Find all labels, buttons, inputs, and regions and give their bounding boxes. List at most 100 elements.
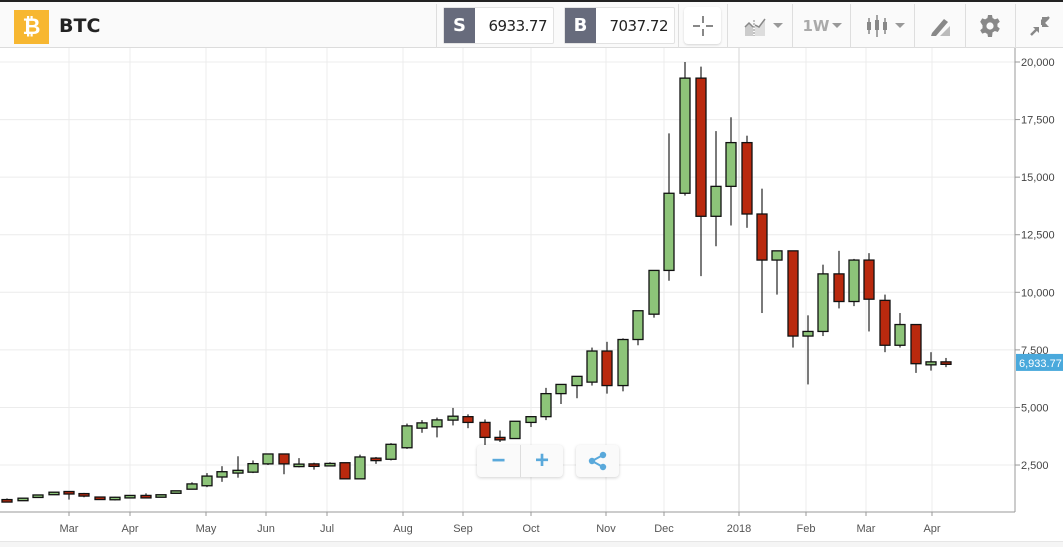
zoom-out-button[interactable]: − bbox=[491, 447, 506, 474]
candle[interactable] bbox=[879, 294, 891, 353]
candle[interactable] bbox=[32, 494, 44, 499]
candle[interactable] bbox=[940, 357, 952, 368]
candle[interactable] bbox=[586, 347, 598, 386]
candle[interactable] bbox=[817, 264, 829, 337]
candle[interactable] bbox=[401, 423, 413, 449]
candle[interactable] bbox=[216, 466, 228, 482]
candle[interactable] bbox=[140, 493, 152, 499]
candle[interactable] bbox=[525, 416, 537, 428]
candle[interactable] bbox=[741, 135, 753, 228]
candle[interactable] bbox=[293, 458, 305, 468]
candle[interactable] bbox=[339, 462, 351, 480]
candle[interactable] bbox=[232, 456, 244, 478]
candle[interactable] bbox=[648, 269, 660, 318]
candle[interactable] bbox=[262, 453, 274, 466]
candle[interactable] bbox=[447, 407, 459, 426]
candle[interactable] bbox=[431, 417, 443, 438]
candle[interactable] bbox=[663, 133, 675, 281]
candle[interactable] bbox=[78, 492, 90, 498]
candle[interactable] bbox=[63, 490, 75, 500]
gear-icon bbox=[980, 14, 1000, 37]
candle[interactable] bbox=[771, 250, 783, 295]
candle[interactable] bbox=[571, 375, 583, 399]
timeframe-dropdown[interactable]: 1W bbox=[800, 7, 845, 44]
buy-tag: B bbox=[565, 8, 596, 43]
last-price-label: 6,933.77 bbox=[1019, 358, 1062, 370]
candle[interactable] bbox=[848, 258, 860, 307]
candle[interactable] bbox=[833, 250, 845, 309]
candle[interactable] bbox=[462, 414, 474, 429]
crosshair-icon bbox=[692, 15, 713, 36]
candle[interactable] bbox=[186, 482, 198, 490]
candle[interactable] bbox=[725, 117, 737, 226]
sell-price: 6933.77 bbox=[488, 16, 547, 35]
candle[interactable] bbox=[863, 253, 875, 332]
share-button[interactable] bbox=[576, 445, 619, 477]
buy-price: 7037.72 bbox=[609, 16, 668, 35]
candle[interactable] bbox=[894, 313, 906, 348]
chart-toolbar: ₿ BTC S 6933.77 B 7037.72 1W bbox=[0, 0, 1063, 48]
y-tick-label: 20,000 bbox=[1021, 57, 1055, 69]
candle[interactable] bbox=[201, 473, 213, 488]
candle[interactable] bbox=[278, 453, 290, 475]
candle[interactable] bbox=[308, 462, 320, 470]
candle[interactable] bbox=[155, 494, 167, 498]
candle[interactable] bbox=[540, 387, 552, 421]
chart-type-dropdown[interactable] bbox=[860, 7, 910, 44]
crosshair-button[interactable] bbox=[684, 7, 721, 44]
candle[interactable] bbox=[1, 498, 13, 503]
share-controls bbox=[576, 445, 619, 477]
candlestick-type-icon bbox=[867, 14, 887, 37]
candle[interactable] bbox=[802, 315, 814, 385]
x-tick-label: Mar bbox=[60, 523, 79, 535]
divider bbox=[965, 4, 966, 48]
candle[interactable] bbox=[385, 443, 397, 461]
candle[interactable] bbox=[679, 62, 691, 196]
candle[interactable] bbox=[555, 383, 567, 404]
candle[interactable] bbox=[124, 494, 136, 499]
candle[interactable] bbox=[617, 338, 629, 392]
x-tick-label: Sep bbox=[453, 523, 473, 535]
candlestick-chart[interactable]: 2,500 5,000 7,500 10,000 12,500 15,000 17,500 2… bbox=[0, 48, 1063, 547]
candle[interactable] bbox=[416, 420, 428, 433]
x-tick-label: Nov bbox=[596, 523, 616, 535]
candle[interactable] bbox=[695, 66, 707, 277]
drawing-tools-button[interactable] bbox=[920, 7, 960, 44]
candle[interactable] bbox=[787, 250, 799, 348]
x-tick-label: 2018 bbox=[727, 523, 751, 535]
x-tick-label: Jul bbox=[320, 523, 334, 535]
buy-price-button[interactable]: B 7037.72 bbox=[564, 7, 675, 44]
candle[interactable] bbox=[94, 496, 106, 501]
candle[interactable] bbox=[710, 131, 722, 247]
candle[interactable] bbox=[925, 352, 937, 371]
candle[interactable] bbox=[354, 454, 366, 480]
candle[interactable] bbox=[109, 496, 121, 501]
candle[interactable] bbox=[247, 460, 259, 474]
divider bbox=[792, 4, 793, 48]
candle[interactable] bbox=[170, 490, 182, 494]
sell-price-button[interactable]: S 6933.77 bbox=[443, 7, 554, 44]
x-tick-label: Dec bbox=[654, 523, 674, 535]
draw-tools-icon bbox=[931, 18, 950, 36]
x-tick-label: Mar bbox=[857, 523, 876, 535]
candle[interactable] bbox=[370, 456, 382, 464]
candle[interactable] bbox=[910, 323, 922, 373]
divider bbox=[678, 4, 679, 48]
chart-area[interactable]: 2,500 5,000 7,500 10,000 12,500 15,000 17,500 2… bbox=[0, 48, 1063, 547]
candle[interactable] bbox=[48, 491, 60, 496]
candle[interactable] bbox=[17, 497, 29, 502]
candle[interactable] bbox=[324, 462, 336, 467]
x-tick-label: Apr bbox=[121, 523, 138, 535]
chevron-down-icon bbox=[773, 23, 783, 28]
candle[interactable] bbox=[494, 430, 506, 442]
symbol-label: BTC bbox=[59, 15, 101, 37]
divider bbox=[727, 4, 728, 48]
settings-button[interactable] bbox=[970, 7, 1010, 44]
collapse-button[interactable] bbox=[1020, 7, 1060, 44]
candle[interactable] bbox=[756, 188, 768, 314]
candle[interactable] bbox=[632, 310, 644, 346]
candle[interactable] bbox=[509, 420, 521, 440]
compare-chart-button[interactable] bbox=[738, 7, 788, 44]
zoom-in-button[interactable]: + bbox=[520, 445, 563, 477]
candle[interactable] bbox=[601, 341, 613, 394]
